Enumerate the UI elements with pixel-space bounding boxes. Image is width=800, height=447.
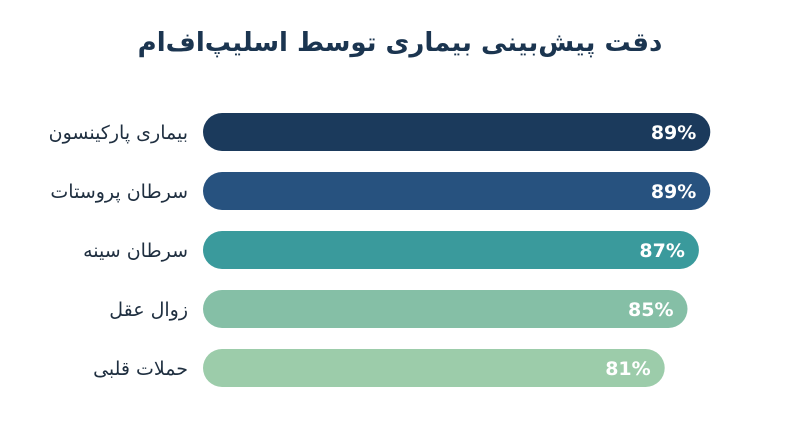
- bar: [203, 231, 699, 269]
- bar-value-label: 89%: [651, 122, 696, 144]
- category-label: زوال عقل: [109, 299, 188, 321]
- bar: [203, 349, 665, 387]
- bar-value-label: 81%: [605, 358, 650, 380]
- bar: [203, 113, 711, 151]
- category-label: سرطان پروستات: [50, 181, 188, 203]
- category-label: حملات قلبی: [93, 358, 188, 380]
- category-label: بیماری پارکینسون: [49, 122, 188, 144]
- bar: [203, 172, 711, 210]
- chart-title: دقت پیش‌بینی بیماری توسط اسلیپ‌اف‌ام: [137, 28, 663, 58]
- category-label: سرطان سینه: [83, 240, 188, 262]
- bar: [203, 290, 688, 328]
- bar-value-label: 87%: [639, 240, 684, 262]
- bar-value-label: 85%: [628, 299, 673, 321]
- bar-value-label: 89%: [651, 181, 696, 203]
